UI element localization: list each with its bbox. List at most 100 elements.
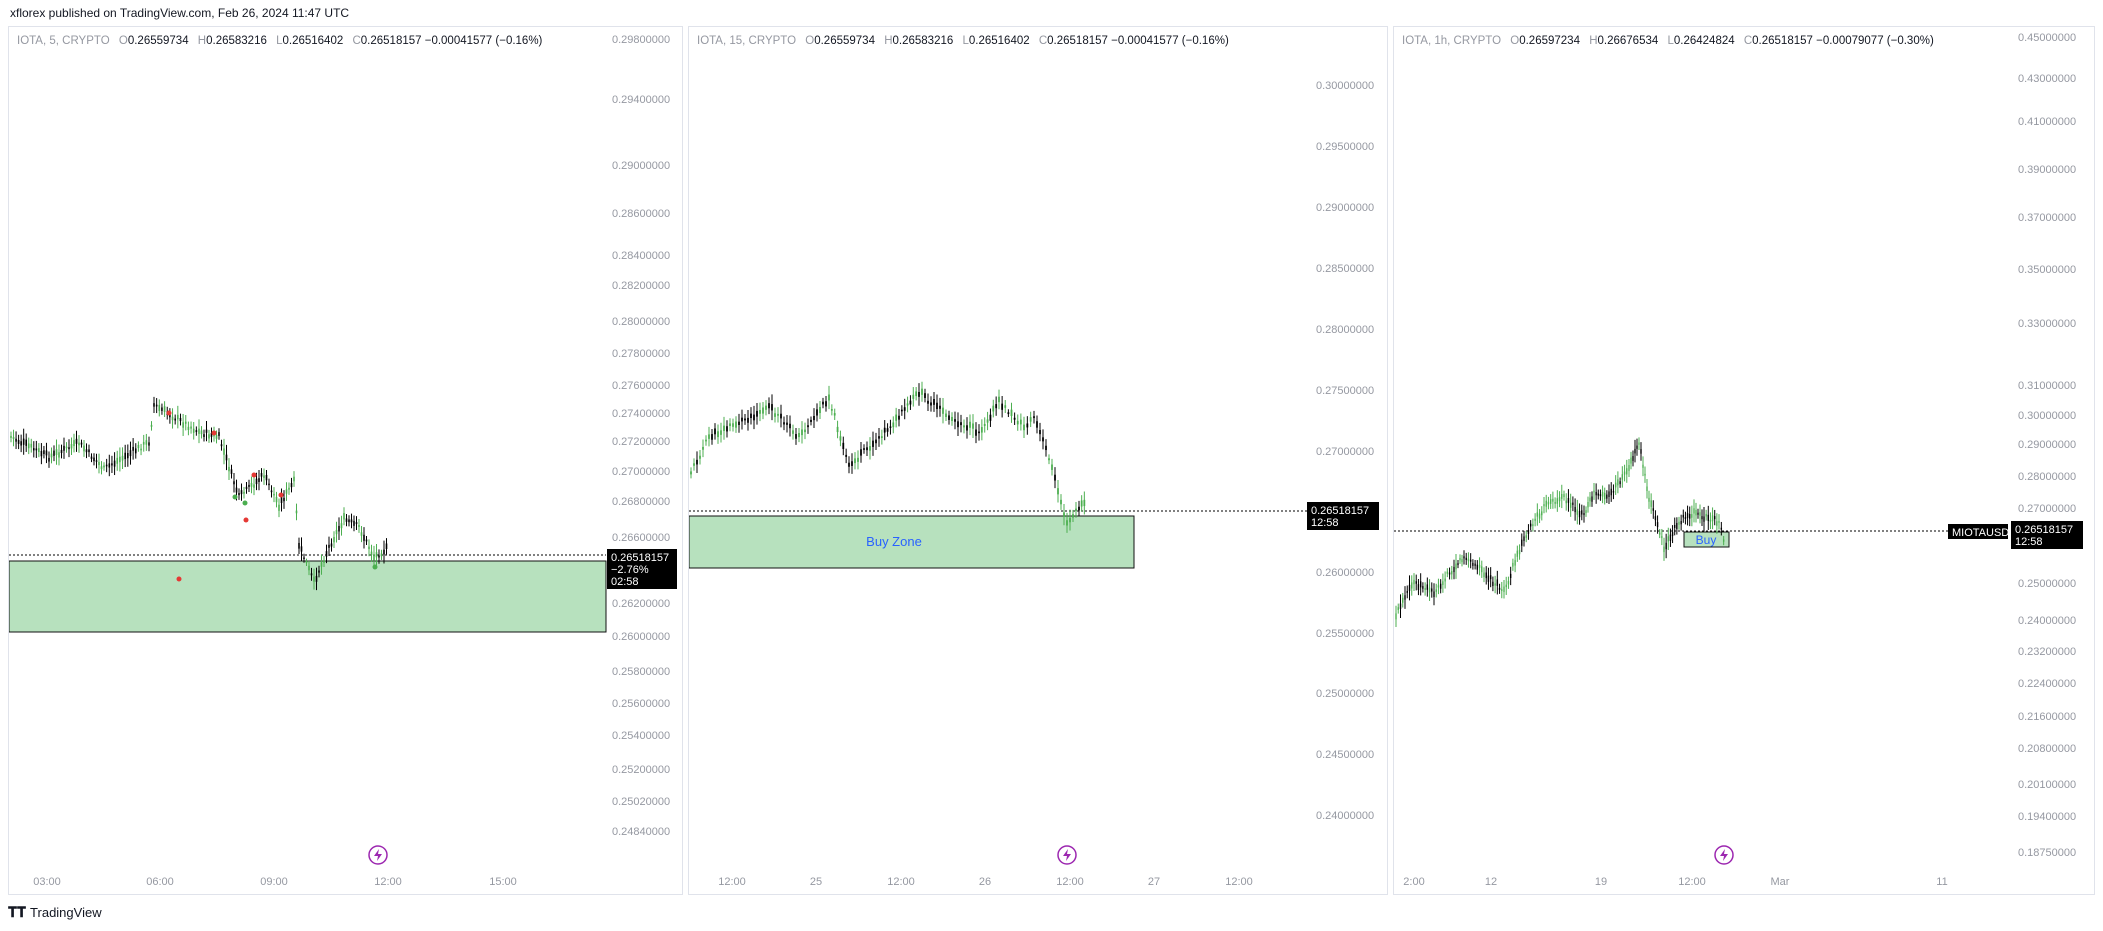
candle: [1697, 512, 1699, 515]
candle: [278, 504, 280, 511]
chart-canvas-5m[interactable]: 0.29800000 0.29400000 0.29000000 0.28600000…: [9, 27, 684, 896]
candle: [55, 449, 58, 456]
buy-zone-rect[interactable]: [689, 515, 1135, 569]
buy-zone-rect[interactable]: [1683, 531, 1730, 548]
chart-panel-15m[interactable]: 0.30000000 0.29500000 0.29000000 0.28500000…: [688, 26, 1388, 895]
candle: [116, 457, 119, 464]
candle: [1054, 474, 1056, 481]
y-tick-label: 0.43000000: [2018, 73, 2076, 85]
candle: [243, 491, 245, 494]
buy-zone-rect[interactable]: [9, 560, 607, 633]
candle: [1448, 572, 1451, 575]
candle: [750, 413, 752, 419]
candle: [998, 396, 1000, 403]
y-tick-label: 0.29000000: [2018, 439, 2076, 451]
candle: [918, 391, 920, 397]
candle: [1686, 513, 1689, 518]
candle: [822, 401, 824, 405]
candle: [1682, 514, 1684, 518]
candle: [872, 440, 874, 447]
candle: [280, 496, 283, 503]
y-tick-label: 0.20800000: [2018, 743, 2076, 755]
chart-canvas-1h[interactable]: 0.45000000 0.43000000 0.41000000 0.39000000…: [1394, 27, 2096, 896]
bolt-icon-glyph: [1063, 849, 1071, 861]
y-tick-label: 0.25000000: [1316, 688, 1374, 700]
candle: [215, 434, 218, 439]
candle: [1595, 491, 1597, 496]
chart-panel-1h[interactable]: 0.45000000 0.43000000 0.41000000 0.39000000…: [1393, 26, 2095, 895]
candle: [205, 429, 208, 433]
candle: [720, 430, 722, 435]
candle: [1083, 499, 1086, 507]
candle: [363, 534, 365, 541]
x-tick-label: 12:00: [374, 876, 402, 888]
candle: [1589, 497, 1591, 502]
candle: [771, 404, 773, 411]
candle: [108, 463, 111, 468]
candle: [1572, 502, 1574, 505]
candle: [1565, 500, 1567, 504]
y-tick-label: 0.25200000: [612, 764, 670, 776]
candle: [98, 461, 100, 466]
candle: [330, 543, 333, 547]
candle: [1072, 514, 1074, 518]
x-tick-label: 03:00: [33, 876, 61, 888]
y-tick-label: 0.28600000: [612, 208, 670, 220]
candle: [1665, 542, 1667, 550]
candle: [1496, 579, 1499, 586]
candle: [939, 405, 941, 409]
candle: [936, 402, 938, 410]
candle: [22, 438, 25, 445]
candle: [1501, 589, 1503, 591]
y-tick-label: 0.27500000: [1316, 385, 1374, 397]
candle: [1481, 566, 1483, 573]
candle: [860, 449, 862, 456]
x-tick-label: 12:00: [887, 876, 915, 888]
candle: [345, 518, 348, 522]
bolt-icon[interactable]: [368, 845, 388, 865]
candle: [866, 447, 868, 451]
y-tick-label: 0.25020000: [612, 796, 670, 808]
candle: [1498, 587, 1501, 590]
bolt-icon[interactable]: [1714, 845, 1734, 865]
candle: [1509, 573, 1512, 579]
candle: [930, 402, 932, 406]
candle: [1608, 491, 1610, 498]
y-tick-label: 0.26600000: [612, 532, 670, 544]
price-badge-text: 0.26518157: [611, 552, 669, 564]
footer[interactable]: 𝐓𝐓 TradingView: [8, 904, 102, 921]
tradingview-logo-icon[interactable]: 𝐓𝐓: [8, 904, 27, 920]
candle: [190, 426, 192, 429]
chart-canvas-15m[interactable]: 0.30000000 0.29500000 0.29000000 0.28500000…: [689, 27, 1389, 896]
x-tick-label: 25: [810, 876, 822, 888]
candle: [1659, 532, 1661, 535]
candle: [78, 442, 80, 446]
candle: [1478, 564, 1481, 568]
candle: [1483, 572, 1485, 578]
candle: [1567, 498, 1570, 503]
candle: [915, 391, 918, 397]
candle: [1574, 506, 1576, 513]
candle: [73, 440, 75, 447]
candle: [969, 421, 971, 428]
candle: [1016, 420, 1019, 425]
candle: [1419, 581, 1422, 588]
candle: [290, 483, 293, 488]
candle: [90, 456, 93, 459]
y-tick-label: 0.27200000: [612, 436, 670, 448]
candle: [1505, 584, 1507, 588]
y-tick-label: 0.41000000: [2018, 116, 2076, 128]
candle: [924, 393, 926, 398]
candle: [323, 560, 325, 563]
publish-header: xflorex published on TradingView.com, Fe…: [10, 6, 350, 20]
candle: [836, 426, 839, 433]
candle: [208, 434, 210, 439]
chart-panel-5m[interactable]: 0.29800000 0.29400000 0.29000000 0.28600000…: [8, 26, 683, 895]
candle: [68, 447, 70, 450]
candle: [1433, 591, 1435, 598]
bolt-icon[interactable]: [1057, 845, 1077, 865]
candle: [358, 525, 360, 527]
candle: [1057, 488, 1059, 495]
candle: [187, 426, 190, 431]
candle: [80, 442, 83, 445]
